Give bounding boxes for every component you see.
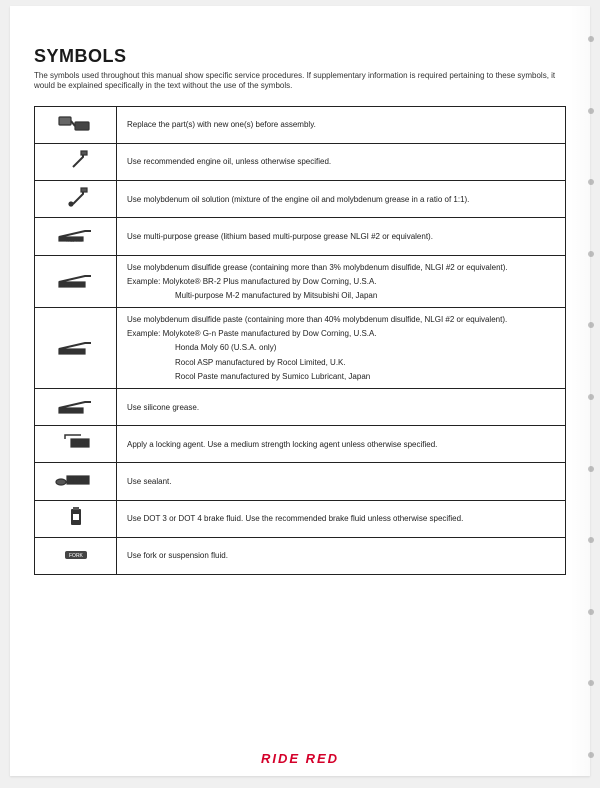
table-row: SEAL Use sealant. (35, 463, 566, 500)
svg-text:GREASE: GREASE (65, 237, 82, 242)
symbol-description: Use multi-purpose grease (lithium based … (117, 218, 566, 255)
table-row: Use recommended engine oil, unless other… (35, 143, 566, 180)
symbol-icon-cell: SEAL (35, 463, 117, 500)
symbols-table: Replace the part(s) with new one(s) befo… (34, 106, 566, 575)
binder-holes (588, 36, 598, 758)
symbol-description: Use molybdenum disulfide grease (contain… (117, 255, 566, 308)
page-shadow (570, 6, 590, 776)
table-row: Replace the part(s) with new one(s) befo… (35, 106, 566, 143)
description-line: Multi-purpose M-2 manufactured by Mitsub… (127, 290, 555, 301)
grease-icon: GREASE (51, 224, 101, 244)
fork-oil-icon: FORK (51, 544, 101, 564)
description-line: Use silicone grease. (127, 402, 555, 413)
table-row: MO Use molybdenum disulfide grease (conta… (35, 255, 566, 308)
symbol-description: Replace the part(s) with new one(s) befo… (117, 106, 566, 143)
table-row: Use molybdenum oil solution (mixture of … (35, 181, 566, 218)
symbol-icon-cell: MO (35, 255, 117, 308)
symbol-icon-cell: SI (35, 389, 117, 426)
symbol-icon-cell: MP (35, 308, 117, 389)
table-row: MP Use molybdenum disulfide paste (contai… (35, 308, 566, 389)
moly-paste-icon: MP (51, 336, 101, 356)
description-line: Use molybdenum oil solution (mixture of … (127, 194, 555, 205)
manual-page: SYMBOLS The symbols used throughout this… (10, 6, 590, 776)
brake-fluid-icon (51, 507, 101, 527)
table-row: LOCK Apply a locking agent. Use a medium … (35, 426, 566, 463)
moly-oil-icon (51, 187, 101, 207)
symbol-description: Use sealant. (117, 463, 566, 500)
symbol-description: Use molybdenum disulfide paste (containi… (117, 308, 566, 389)
svg-text:SI: SI (66, 408, 70, 413)
symbol-icon-cell (35, 181, 117, 218)
page-title: SYMBOLS (34, 46, 566, 67)
description-line: Use recommended engine oil, unless other… (127, 156, 555, 167)
table-row: Use DOT 3 or DOT 4 brake fluid. Use the … (35, 500, 566, 537)
svg-text:LOCK: LOCK (74, 441, 88, 447)
lock-icon: LOCK (51, 432, 101, 452)
intro-paragraph: The symbols used throughout this manual … (34, 71, 566, 92)
moly-grease-icon: MO (51, 269, 101, 289)
description-line: Rocol ASP manufactured by Rocol Limited,… (127, 357, 555, 368)
description-line: Apply a locking agent. Use a medium stre… (127, 439, 555, 450)
description-line: Use fork or suspension fluid. (127, 550, 555, 561)
svg-text:SEAL: SEAL (70, 478, 83, 484)
brand-footer: RIDE RED (10, 751, 590, 766)
symbol-description: Use DOT 3 or DOT 4 brake fluid. Use the … (117, 500, 566, 537)
symbol-icon-cell (35, 106, 117, 143)
symbol-description: Use recommended engine oil, unless other… (117, 143, 566, 180)
svg-text:MP: MP (64, 349, 70, 354)
symbol-description: Use fork or suspension fluid. (117, 537, 566, 574)
symbol-icon-cell (35, 143, 117, 180)
replace-part-icon (51, 113, 101, 133)
description-line: Use multi-purpose grease (lithium based … (127, 231, 555, 242)
description-line: Use molybdenum disulfide grease (contain… (127, 262, 555, 273)
symbol-icon-cell (35, 500, 117, 537)
table-row: SI Use silicone grease. (35, 389, 566, 426)
description-line: Rocol Paste manufactured by Sumico Lubri… (127, 371, 555, 382)
table-row: FORK Use fork or suspension fluid. (35, 537, 566, 574)
description-line: Use DOT 3 or DOT 4 brake fluid. Use the … (127, 513, 555, 524)
symbol-icon-cell: GREASE (35, 218, 117, 255)
svg-text:MO: MO (65, 282, 71, 287)
description-line: Honda Moly 60 (U.S.A. only) (127, 342, 555, 353)
silicone-icon: SI (51, 395, 101, 415)
symbol-icon-cell: FORK (35, 537, 117, 574)
symbol-description: Use silicone grease. (117, 389, 566, 426)
description-line: Use molybdenum disulfide paste (containi… (127, 314, 555, 325)
description-line: Use sealant. (127, 476, 555, 487)
description-line: Example: Molykote® G-n Paste manufacture… (127, 328, 555, 339)
engine-oil-icon (51, 150, 101, 170)
symbol-description: Apply a locking agent. Use a medium stre… (117, 426, 566, 463)
symbol-description: Use molybdenum oil solution (mixture of … (117, 181, 566, 218)
description-line: Example: Molykote® BR-2 Plus manufacture… (127, 276, 555, 287)
brand-text: RIDE RED (261, 751, 339, 766)
table-row: GREASE Use multi-purpose grease (lithium … (35, 218, 566, 255)
description-line: Replace the part(s) with new one(s) befo… (127, 119, 555, 130)
svg-text:FORK: FORK (69, 553, 84, 559)
symbol-icon-cell: LOCK (35, 426, 117, 463)
sealant-icon: SEAL (51, 469, 101, 489)
